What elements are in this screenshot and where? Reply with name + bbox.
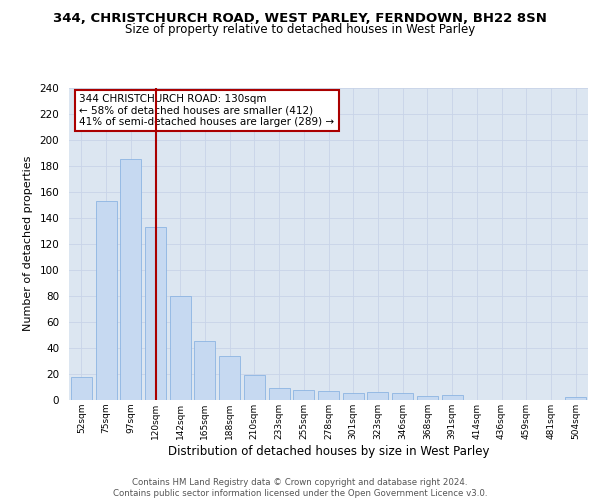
Bar: [219, 356, 240, 400]
Bar: [95, 201, 116, 400]
Bar: [318, 391, 339, 400]
Bar: [367, 392, 388, 400]
Text: Size of property relative to detached houses in West Parley: Size of property relative to detached ho…: [125, 22, 475, 36]
Y-axis label: Number of detached properties: Number of detached properties: [23, 156, 32, 332]
Text: Contains HM Land Registry data © Crown copyright and database right 2024.
Contai: Contains HM Land Registry data © Crown c…: [113, 478, 487, 498]
Bar: [120, 159, 141, 400]
Bar: [269, 388, 290, 400]
Bar: [244, 376, 265, 400]
Bar: [417, 396, 438, 400]
Bar: [145, 227, 166, 400]
Bar: [293, 390, 314, 400]
Bar: [565, 398, 586, 400]
Bar: [442, 395, 463, 400]
Bar: [71, 376, 92, 400]
Text: 344 CHRISTCHURCH ROAD: 130sqm
← 58% of detached houses are smaller (412)
41% of : 344 CHRISTCHURCH ROAD: 130sqm ← 58% of d…: [79, 94, 335, 127]
X-axis label: Distribution of detached houses by size in West Parley: Distribution of detached houses by size …: [168, 444, 489, 458]
Text: 344, CHRISTCHURCH ROAD, WEST PARLEY, FERNDOWN, BH22 8SN: 344, CHRISTCHURCH ROAD, WEST PARLEY, FER…: [53, 12, 547, 26]
Bar: [392, 394, 413, 400]
Bar: [194, 342, 215, 400]
Bar: [343, 394, 364, 400]
Bar: [170, 296, 191, 400]
